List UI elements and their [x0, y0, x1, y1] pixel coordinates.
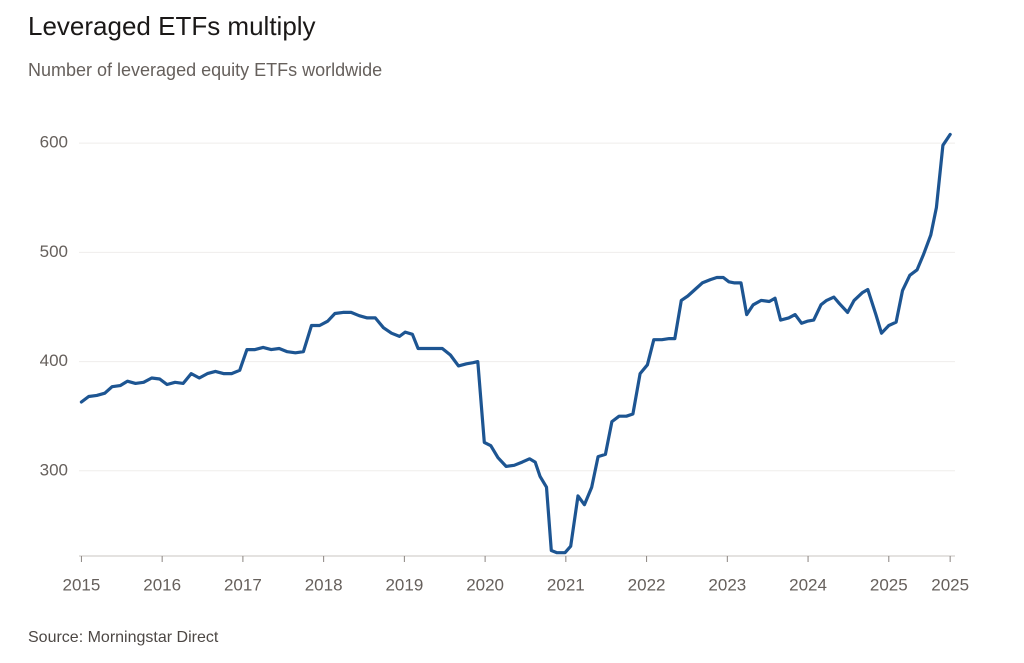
x-tick-label: 2024	[789, 575, 827, 594]
x-tick-label: 2019	[385, 575, 423, 594]
line	[79, 132, 952, 555]
chart-title: Leveraged ETFs multiply	[28, 11, 316, 41]
x-tick-label: 2025	[931, 575, 969, 594]
x-tick-label: 2025	[870, 575, 908, 594]
y-tick-label: 500	[40, 242, 68, 261]
x-tick-label: 2015	[63, 575, 101, 594]
y-tick-label: 400	[40, 351, 68, 370]
x-tick-label: 2021	[547, 575, 585, 594]
x-tick-label: 2018	[305, 575, 343, 594]
y-tick-label: 600	[40, 133, 68, 152]
source: Source: Morningstar Direct	[28, 629, 219, 646]
x-tick-label: 2022	[628, 575, 666, 594]
x-tick-label: 2020	[466, 575, 504, 594]
y-tick-label: 300	[40, 460, 68, 479]
chart-subtitle: Number of leveraged equity ETFs worldwid…	[28, 60, 382, 80]
x-tick-label: 2016	[143, 575, 181, 594]
x-tick-label: 2023	[708, 575, 746, 594]
x-tick-label: 2017	[224, 575, 262, 594]
